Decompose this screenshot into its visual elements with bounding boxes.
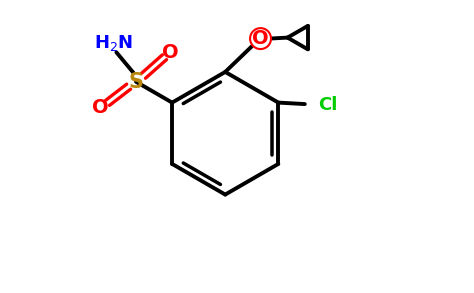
- Text: Cl: Cl: [319, 96, 338, 114]
- Text: H$_2$N: H$_2$N: [94, 33, 134, 54]
- Text: S: S: [128, 72, 144, 92]
- Text: O: O: [252, 29, 269, 48]
- Text: O: O: [162, 43, 179, 62]
- Text: O: O: [92, 98, 109, 117]
